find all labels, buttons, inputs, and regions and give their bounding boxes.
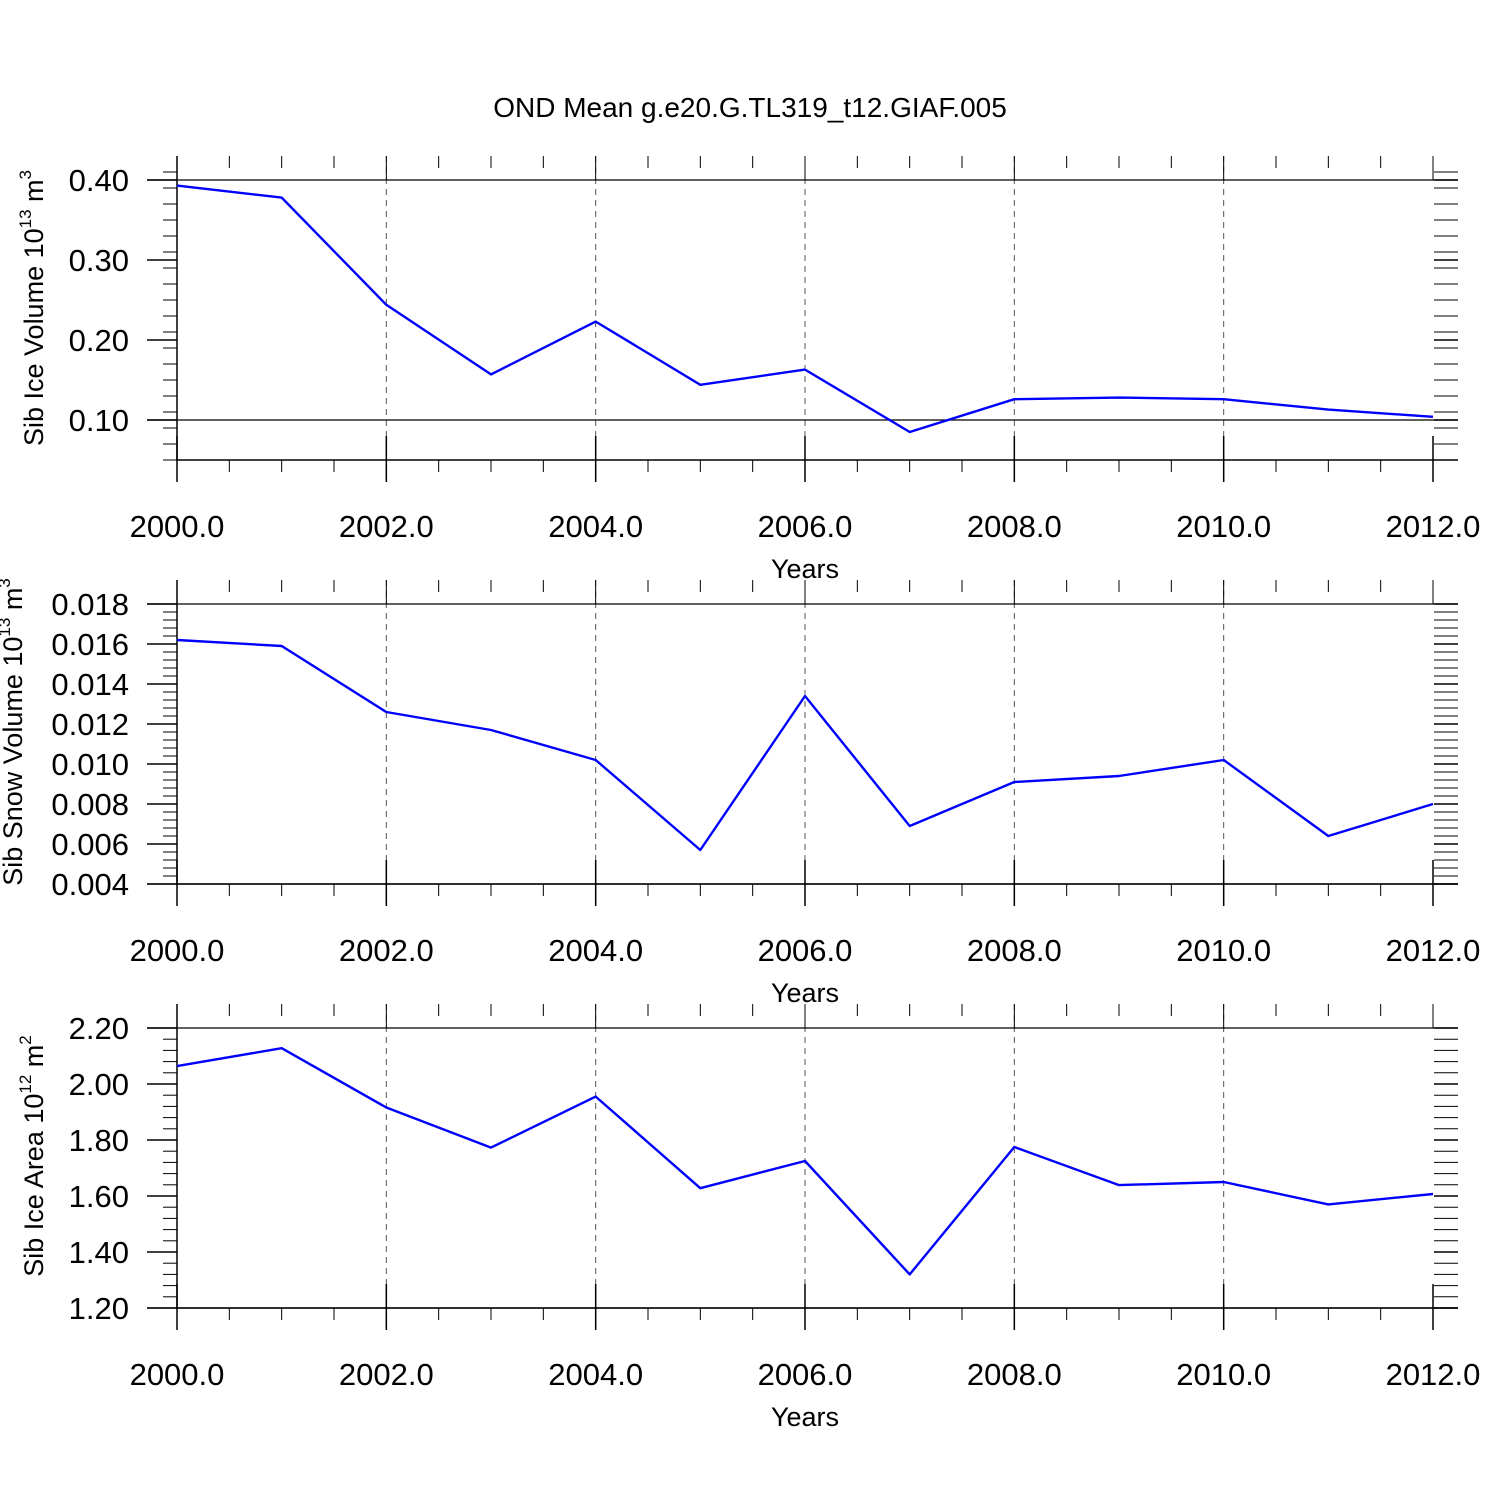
y-axis-label-unit: m <box>0 588 28 618</box>
y-tick-label: 1.40 <box>69 1235 129 1270</box>
y-tick-label: 2.00 <box>69 1067 129 1102</box>
x-tick-label: 2012.0 <box>1386 509 1481 544</box>
x-tick-label: 2004.0 <box>548 509 643 544</box>
x-tick-label: 2010.0 <box>1176 1357 1271 1392</box>
y-tick-label: 0.008 <box>51 787 129 822</box>
y-axis-label-exponent: 12 <box>16 1075 35 1094</box>
x-tick-label: 2002.0 <box>339 1357 434 1392</box>
y-axis-label-unit-exponent: 2 <box>16 1035 35 1044</box>
panel-ice-area: 1.20 1.40 1.60 1.80 2.00 2.20 2000.0 2002.0 2004… <box>16 1004 1480 1432</box>
x-axis-label: Years <box>771 978 839 1008</box>
x-tick-label: 2012.0 <box>1386 1357 1481 1392</box>
y-tick-label: 1.60 <box>69 1179 129 1214</box>
y-tick-label: 0.40 <box>69 163 129 198</box>
figure-title: OND Mean g.e20.G.TL319_t12.GIAF.005 <box>493 92 1007 123</box>
x-tick-label: 2000.0 <box>130 933 225 968</box>
y-tick-label: 2.20 <box>69 1011 129 1046</box>
x-tick-label: 2006.0 <box>758 509 853 544</box>
y-axis-label: Sib Snow Volume 1013 m3 <box>0 578 28 886</box>
x-tick-label: 2008.0 <box>967 1357 1062 1392</box>
x-tick-label: 2008.0 <box>967 509 1062 544</box>
x-axis-label: Years <box>771 1402 839 1432</box>
x-tick-label: 2004.0 <box>548 1357 643 1392</box>
x-tick-label: 2004.0 <box>548 933 643 968</box>
x-tick-label: 2006.0 <box>758 1357 853 1392</box>
x-tick-label: 2012.0 <box>1386 933 1481 968</box>
y-tick-label: 0.016 <box>51 627 129 662</box>
y-axis-label-unit: m <box>19 179 49 209</box>
y-axis-label: Sib Ice Area 1012 m2 <box>16 1035 49 1277</box>
y-axis-label-exponent: 13 <box>0 618 14 637</box>
y-axis-label-unit-exponent: 3 <box>16 170 35 179</box>
y-axis-label-unit: m <box>19 1045 49 1075</box>
y-tick-label: 0.30 <box>69 243 129 278</box>
x-tick-label: 2010.0 <box>1176 933 1271 968</box>
y-tick-label: 0.004 <box>51 867 129 902</box>
y-axis-label: Sib Ice Volume 1013 m3 <box>16 170 49 446</box>
y-tick-label: 0.010 <box>51 747 129 782</box>
x-tick-label: 2002.0 <box>339 933 434 968</box>
y-tick-label: 0.014 <box>51 667 129 702</box>
y-tick-label: 1.20 <box>69 1291 129 1326</box>
y-tick-label: 1.80 <box>69 1123 129 1158</box>
x-tick-label: 2000.0 <box>130 509 225 544</box>
x-axis-label: Years <box>771 554 839 584</box>
x-tick-label: 2006.0 <box>758 933 853 968</box>
x-tick-label: 2010.0 <box>1176 509 1271 544</box>
y-tick-label: 0.20 <box>69 323 129 358</box>
x-tick-label: 2008.0 <box>967 933 1062 968</box>
y-axis-label-main: Sib Snow Volume 10 <box>0 637 28 886</box>
x-tick-label: 2002.0 <box>339 509 434 544</box>
y-tick-label: 0.018 <box>51 587 129 622</box>
y-tick-label: 0.006 <box>51 827 129 862</box>
y-tick-label: 0.10 <box>69 403 129 438</box>
panel-ice-volume: 0.10 0.20 0.30 0.40 2000.0 2002.0 2004.0 2006.0… <box>16 156 1480 584</box>
panel-snow-volume: 0.004 0.006 0.008 0.010 0.012 0.014 0.016 0.018… <box>0 578 1480 1008</box>
y-axis-label-unit-exponent: 3 <box>0 578 14 587</box>
y-axis-label-exponent: 13 <box>16 209 35 228</box>
y-axis-label-main: Sib Ice Area 10 <box>19 1094 49 1277</box>
y-tick-label: 0.012 <box>51 707 129 742</box>
x-tick-label: 2000.0 <box>130 1357 225 1392</box>
y-axis-label-main: Sib Ice Volume 10 <box>19 228 49 446</box>
